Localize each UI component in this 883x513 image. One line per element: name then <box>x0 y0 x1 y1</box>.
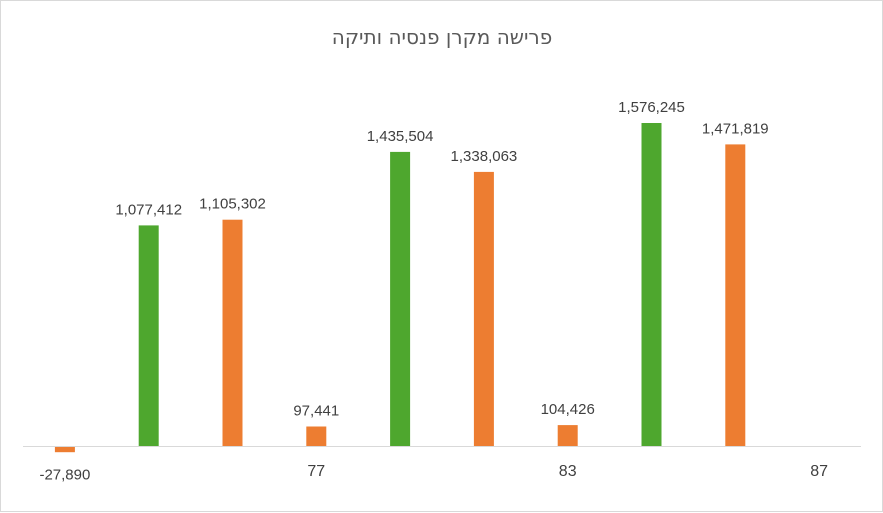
data-label-1: 1,077,412 <box>115 201 182 218</box>
x-tick-label-83: 83 <box>559 463 577 480</box>
bar-5 <box>473 171 494 447</box>
x-tick-label-87: 87 <box>810 463 828 480</box>
data-label-3: 97,441 <box>293 403 339 420</box>
data-label-4: 1,435,504 <box>367 128 434 145</box>
bar-8 <box>725 144 746 447</box>
x-tick-label-77: 77 <box>307 463 325 480</box>
data-label-6: 104,426 <box>541 401 595 418</box>
bar-series <box>54 123 746 453</box>
bar-2 <box>222 219 243 447</box>
bar-0 <box>54 446 75 453</box>
bar-7 <box>641 123 662 447</box>
bar-4 <box>390 151 411 447</box>
data-label-2: 1,105,302 <box>199 196 266 213</box>
data-label-7: 1,576,245 <box>618 99 685 116</box>
bar-6 <box>557 425 578 447</box>
data-label-8: 1,471,819 <box>702 120 769 137</box>
chart-title: פרישה מקרן פנסיה ותיקה <box>332 25 552 49</box>
x-axis-labels: 77 83 87 <box>307 463 828 480</box>
data-labels: -27,890 1,077,412 1,105,302 97,441 1,435,504… <box>39 99 768 484</box>
bar-3 <box>306 426 327 447</box>
bar-1 <box>138 225 159 447</box>
data-label-5: 1,338,063 <box>451 148 518 165</box>
data-label-0: -27,890 <box>39 467 90 484</box>
